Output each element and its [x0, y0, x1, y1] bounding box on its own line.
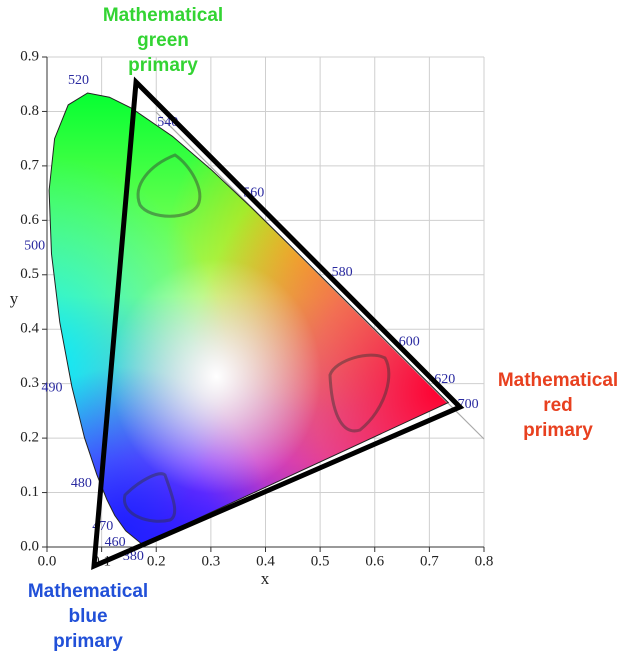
- x-tick-label: 0.6: [365, 553, 384, 569]
- x-tick-label: 0.2: [147, 553, 166, 569]
- y-tick-label: 0.9: [20, 48, 39, 64]
- y-tick-label: 0.5: [20, 266, 39, 282]
- y-tick-label: 0.3: [20, 375, 39, 391]
- x-tick-label: 0.5: [311, 553, 330, 569]
- x-tick-label: 0.4: [256, 553, 275, 569]
- primary-label: red: [543, 395, 573, 416]
- tolerance-shapes: [123, 153, 391, 523]
- y-tick-label: 0.8: [20, 103, 39, 119]
- x-tick-label: 0.3: [202, 553, 221, 569]
- wavelength-label: 500: [24, 238, 45, 253]
- blue-shape: [123, 472, 177, 523]
- y-tick-label: 0.2: [20, 430, 39, 446]
- primary-label: primary: [128, 55, 198, 76]
- wavelength-label: 460: [105, 535, 126, 550]
- y-axis-label: y: [10, 289, 19, 308]
- primary-label: blue: [68, 606, 107, 627]
- wavelength-label: 490: [41, 380, 62, 395]
- wavelength-label: 480: [71, 476, 92, 491]
- primaries-triangle: [91, 76, 465, 571]
- wavelength-label: 580: [332, 265, 353, 280]
- y-tick-label: 0.1: [20, 484, 39, 500]
- wavelength-label: 520: [68, 73, 89, 88]
- primary-label: primary: [523, 420, 593, 441]
- primary-label: Mathematical: [103, 5, 223, 26]
- y-tick-label: 0.6: [20, 212, 39, 228]
- x-tick-label: 0.7: [420, 553, 439, 569]
- primary-label: green: [137, 30, 189, 51]
- x-axis-label: x: [261, 569, 270, 588]
- primary-label: Mathematical: [28, 581, 148, 602]
- wavelength-label: 600: [399, 334, 420, 349]
- y-tick-label: 0.0: [20, 538, 39, 554]
- red-shape: [328, 353, 391, 433]
- primary-label: primary: [53, 631, 123, 652]
- y-tick-label: 0.7: [20, 157, 39, 173]
- x-tick-label: 0.8: [475, 553, 494, 569]
- y-tick-label: 0.4: [20, 321, 39, 337]
- x-tick-label: 0.0: [38, 553, 57, 569]
- green-shape: [136, 153, 202, 218]
- primary-label: Mathematical: [498, 370, 618, 391]
- spectral-locus: [48, 92, 450, 545]
